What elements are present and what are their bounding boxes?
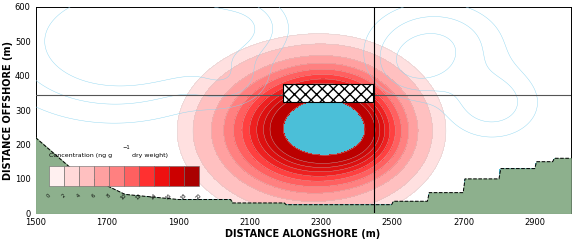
Text: 20: 20 bbox=[195, 193, 203, 201]
Bar bbox=[124, 166, 139, 186]
Text: 4: 4 bbox=[76, 193, 82, 198]
Bar bbox=[284, 84, 373, 102]
Bar bbox=[139, 166, 154, 186]
Bar bbox=[94, 166, 109, 186]
X-axis label: DISTANCE ALONGSHORE (m): DISTANCE ALONGSHORE (m) bbox=[226, 228, 381, 239]
Bar bbox=[79, 166, 94, 186]
Text: Concentration (ng g: Concentration (ng g bbox=[49, 152, 112, 158]
Text: 12: 12 bbox=[135, 193, 143, 201]
Text: 8: 8 bbox=[106, 193, 112, 198]
Text: 0: 0 bbox=[46, 193, 52, 198]
Text: −1: −1 bbox=[123, 145, 130, 150]
Text: dry weight): dry weight) bbox=[132, 152, 168, 158]
Text: 16: 16 bbox=[165, 193, 173, 201]
Bar bbox=[169, 166, 184, 186]
Bar bbox=[49, 166, 64, 186]
Text: 10: 10 bbox=[120, 193, 128, 201]
Text: 18: 18 bbox=[180, 193, 188, 201]
Bar bbox=[184, 166, 199, 186]
Text: 6: 6 bbox=[91, 193, 97, 198]
Text: 14: 14 bbox=[150, 193, 158, 201]
Text: 2: 2 bbox=[61, 193, 67, 198]
Bar bbox=[154, 166, 169, 186]
Y-axis label: DISTANCE OFFSHORE (m): DISTANCE OFFSHORE (m) bbox=[3, 41, 13, 180]
Bar bbox=[109, 166, 124, 186]
Bar bbox=[64, 166, 79, 186]
